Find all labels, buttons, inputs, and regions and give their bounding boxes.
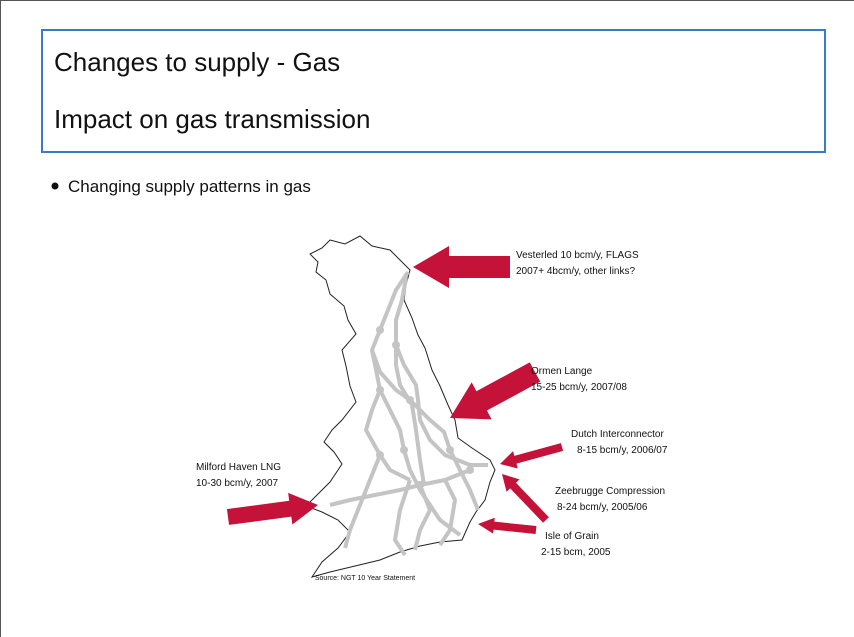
supply-label: 10-30 bcm/y, 2007 <box>196 478 279 489</box>
supply-label: 2007+ 4bcm/y, other links? <box>516 266 635 277</box>
supply-arrow <box>226 492 318 525</box>
title-box <box>41 29 826 153</box>
bullet-text: Changing supply patterns in gas <box>68 177 311 196</box>
pipelines <box>329 270 488 557</box>
source-note: Source: NGT 10 Year Statement <box>315 575 415 582</box>
supply-arrow <box>450 362 541 420</box>
supply-arrow <box>500 443 564 469</box>
supply-label: 8-24 bcm/y, 2005/06 <box>557 502 648 513</box>
supply-label: Vesterled 10 bcm/y, FLAGS <box>516 250 639 261</box>
supply-label: Milford Haven LNG <box>196 462 281 473</box>
slide-subtitle: Impact on gas transmission <box>54 104 370 134</box>
supply-label: 15-25 bcm/y, 2007/08 <box>531 382 627 393</box>
uk-map <box>305 235 496 578</box>
coastline <box>305 235 496 578</box>
supply-label: Ormen Lange <box>531 366 593 377</box>
supply-label: Dutch Interconnector <box>571 429 664 440</box>
supply-arrow <box>478 517 537 534</box>
supply-label: Isle of Grain <box>545 531 599 542</box>
supply-label: 2-15 bcm, 2005 <box>541 547 611 558</box>
supply-arrow <box>502 474 549 523</box>
bullet-dot <box>51 182 59 190</box>
pipeline-nodes <box>376 326 474 489</box>
supply-label: 8-15 bcm/y, 2006/07 <box>577 445 668 456</box>
supply-label: Zeebrugge Compression <box>555 486 665 497</box>
slide-title: Changes to supply - Gas <box>54 47 340 77</box>
supply-arrow <box>413 246 510 288</box>
